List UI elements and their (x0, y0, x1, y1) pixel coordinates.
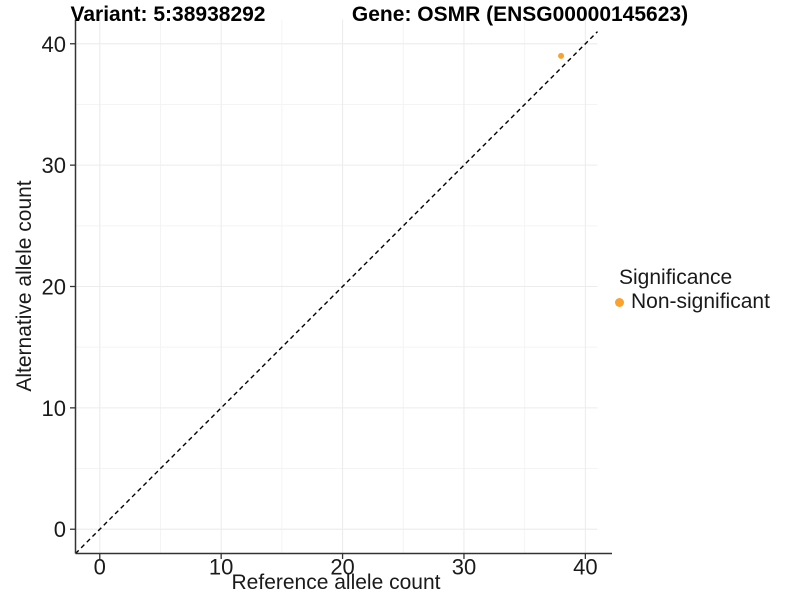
y-tick-label: 40 (42, 32, 66, 57)
legend: Significance Non-significant (613, 266, 770, 314)
x-tick-label: 20 (330, 555, 354, 580)
identity-dashed-line (75, 31, 598, 554)
y-axis-title: Alternative allele count (13, 180, 36, 392)
y-tick-label: 10 (42, 396, 66, 421)
x-tick-label: 0 (94, 555, 106, 580)
x-tick-label: 10 (209, 555, 233, 580)
legend-item: Non-significant (613, 290, 770, 314)
legend-swatch-dot (615, 297, 624, 307)
x-axis-title: Reference allele count (231, 571, 441, 594)
legend-title: Significance (619, 266, 733, 289)
y-tick-label: 20 (42, 275, 66, 300)
x-tick-label: 30 (452, 555, 476, 580)
y-tick-label: 30 (42, 153, 66, 178)
variant-title: Variant: 5:38938292 (70, 3, 266, 26)
gene-title: Gene: OSMR (ENSG00000145623) (351, 3, 689, 26)
x-tick-label: 40 (573, 555, 597, 580)
data-point (558, 52, 565, 59)
legend-item-label: Non-significant (631, 290, 770, 313)
y-tick-label: 0 (54, 517, 66, 542)
